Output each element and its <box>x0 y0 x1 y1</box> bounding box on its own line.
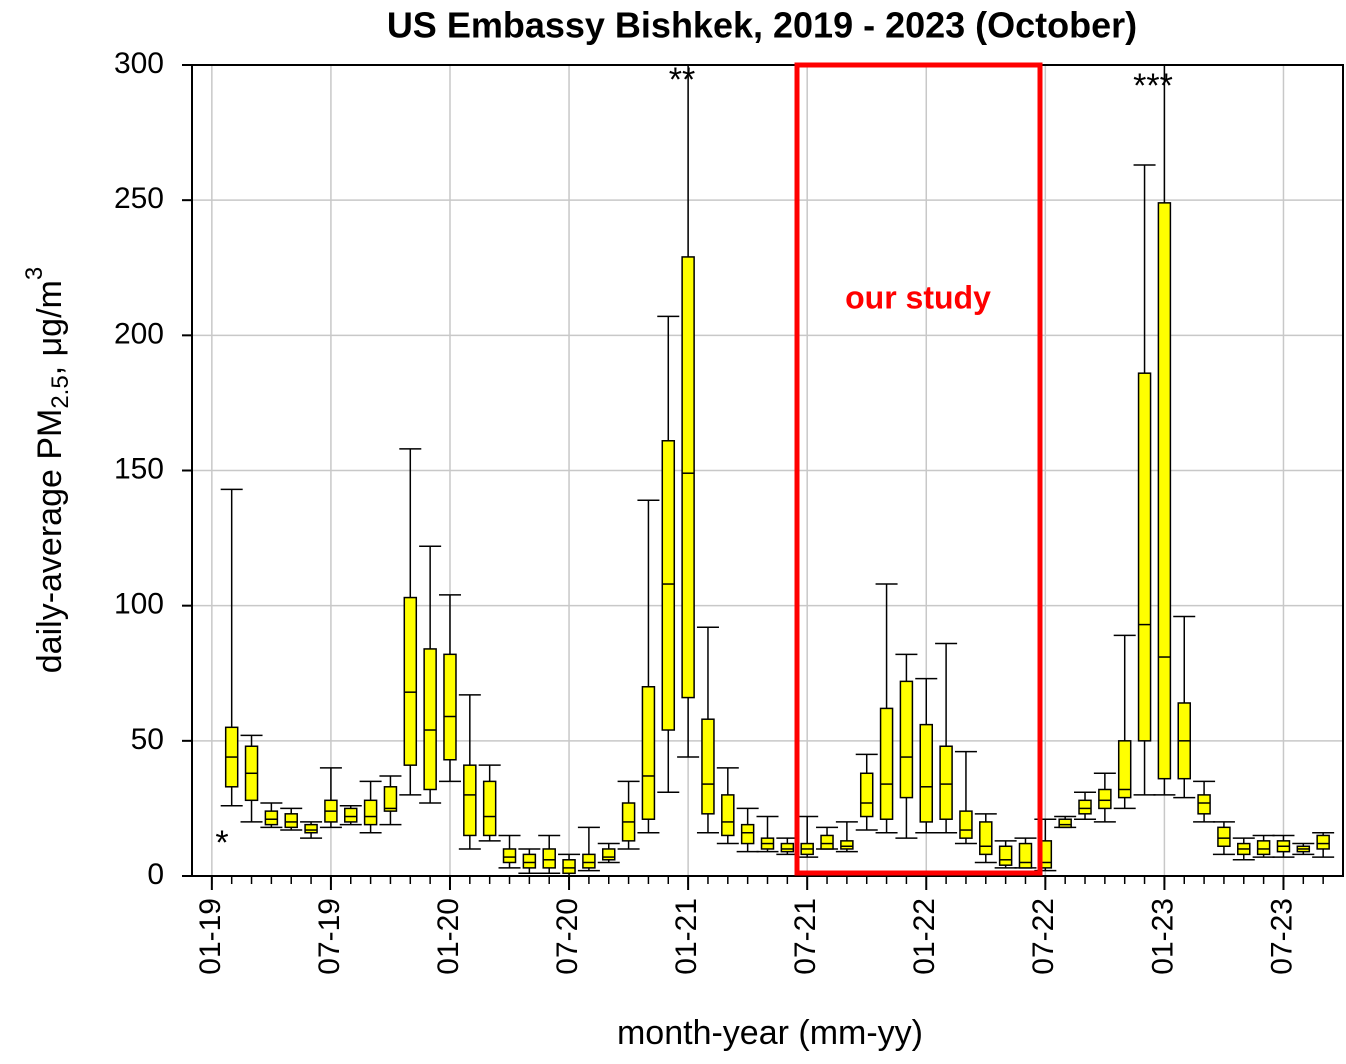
box <box>542 848 556 869</box>
x-tick-label: 01-22 <box>908 898 941 975</box>
box <box>344 807 358 823</box>
box <box>641 686 656 820</box>
box <box>899 680 914 799</box>
box <box>284 813 298 829</box>
plot-frame <box>191 64 1344 877</box>
y-label-unit: , μg/m <box>31 280 69 375</box>
box <box>1058 818 1072 829</box>
box <box>482 780 497 837</box>
y-label-sub: 2.5 <box>47 375 74 408</box>
box <box>601 848 616 861</box>
box <box>681 256 695 699</box>
box <box>522 853 537 869</box>
y-tick-label: 0 <box>147 858 164 891</box>
y-tick-label: 250 <box>114 182 164 215</box>
box <box>562 859 576 875</box>
x-tick-label: 01-23 <box>1146 898 1179 975</box>
box <box>919 723 934 823</box>
y-tick-label: 300 <box>114 47 164 80</box>
box <box>998 845 1013 866</box>
study-highlight <box>794 62 1043 876</box>
y-tick-label: 200 <box>114 317 164 350</box>
box <box>423 648 437 791</box>
y-tick-label: 50 <box>131 723 164 756</box>
box <box>582 853 596 869</box>
x-tick-label: 07-21 <box>789 898 822 975</box>
annotation: ** <box>669 61 695 99</box>
x-tick-label: 07-20 <box>551 898 584 975</box>
box <box>304 823 318 834</box>
box <box>661 440 676 731</box>
y-tick-label: 100 <box>114 588 164 621</box>
box <box>701 718 715 815</box>
y-label-sup: 3 <box>21 267 48 280</box>
box <box>443 653 457 761</box>
box <box>463 764 477 837</box>
box <box>1098 788 1112 810</box>
box <box>1078 799 1092 815</box>
box <box>1197 794 1211 815</box>
box <box>879 707 894 820</box>
box <box>363 799 378 826</box>
annotation: *** <box>1133 67 1173 105</box>
x-tick-label: 07-23 <box>1265 898 1298 975</box>
y-label-text: daily-average PM <box>31 409 69 674</box>
box <box>959 810 973 839</box>
box <box>264 810 279 826</box>
box <box>740 823 755 845</box>
box <box>403 596 418 766</box>
chart-title: US Embassy Bishkek, 2019 - 2023 (October… <box>387 5 1137 46</box>
x-tick-label: 01-20 <box>432 898 465 975</box>
box <box>1217 826 1231 848</box>
box <box>383 786 398 812</box>
box <box>1157 202 1172 780</box>
box <box>939 745 953 820</box>
box <box>859 772 874 818</box>
box <box>780 842 795 853</box>
box <box>721 794 735 837</box>
x-tick-label: 07-22 <box>1027 898 1060 975</box>
box <box>820 834 834 850</box>
box <box>1117 740 1132 799</box>
box <box>1018 842 1033 869</box>
annotation: * <box>215 824 228 862</box>
x-tick-label: 01-21 <box>670 898 703 975</box>
x-tick-label: 01-19 <box>194 898 227 975</box>
box <box>979 821 993 856</box>
box <box>1256 840 1271 856</box>
box <box>1316 834 1330 850</box>
box <box>502 848 517 864</box>
study-label: our study <box>845 279 991 315</box>
box <box>840 840 854 850</box>
box <box>1137 372 1152 742</box>
x-tick-label: 07-19 <box>313 898 346 975</box>
y-tick-label: 150 <box>114 452 164 485</box>
y-axis-label: daily-average PM2.5, μg/m3 <box>21 267 74 673</box>
x-axis-label: month-year (mm-yy) <box>617 1014 923 1052</box>
